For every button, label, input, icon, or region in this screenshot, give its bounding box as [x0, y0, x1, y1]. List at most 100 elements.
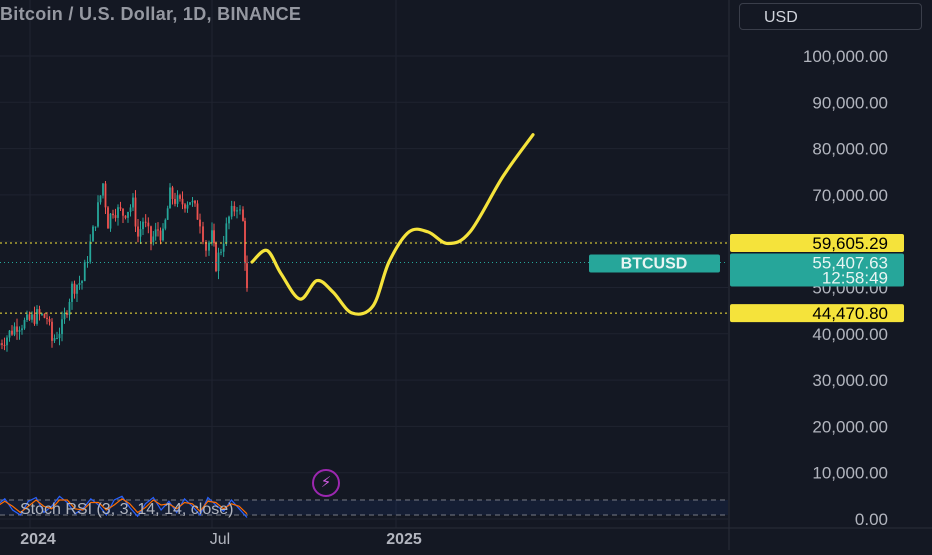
currency-selector[interactable]: USD: [739, 3, 922, 30]
candle-body: [187, 205, 189, 209]
candle-body: [117, 207, 119, 218]
candle-body: [14, 326, 16, 334]
candle-body: [233, 206, 235, 212]
candle-body: [192, 201, 194, 202]
candle-body: [220, 252, 222, 253]
candle-body: [135, 198, 137, 227]
candle-body: [110, 214, 112, 229]
candle-body: [97, 202, 99, 226]
candle-body: [225, 223, 227, 243]
candle-body: [137, 227, 139, 237]
candle-body: [95, 227, 97, 228]
level-badge-label: 44,470.80: [812, 304, 888, 323]
candle-body: [169, 187, 171, 208]
candles: [0, 181, 248, 352]
candle-body: [21, 328, 23, 330]
candle-body: [46, 318, 48, 319]
candle-body: [49, 319, 51, 322]
candle-body: [24, 320, 26, 328]
candle-body: [41, 314, 43, 315]
candle-body: [182, 199, 184, 205]
level-lines: [0, 243, 728, 313]
stoch-rsi-label[interactable]: Stoch RSI (3, 3, 14, 14, close): [20, 501, 233, 519]
candle-body: [59, 334, 61, 338]
candle-body: [236, 210, 238, 211]
candle-body: [1, 343, 3, 345]
lightning-bolt-icon[interactable]: ⚡: [312, 469, 340, 497]
symbol-tag-label: BTCUSD: [621, 255, 688, 272]
candle-body: [122, 209, 124, 216]
candle-body: [11, 331, 13, 335]
candle-body: [9, 331, 11, 338]
candle-body: [184, 204, 186, 208]
candle-body: [64, 313, 66, 319]
candle-body: [16, 326, 18, 331]
candle-body: [140, 229, 142, 236]
candle-body: [194, 201, 196, 204]
countdown-label: 12:58:49: [822, 268, 888, 287]
price-tick-label: 70,000.00: [812, 186, 888, 205]
candle-body: [177, 195, 179, 204]
candle-body: [112, 214, 114, 215]
time-axis[interactable]: 2024 Jul 2025: [20, 531, 422, 548]
candle-body: [31, 314, 33, 319]
candle-body: [157, 229, 159, 230]
candle-body: [44, 314, 46, 318]
price-tick-label: 80,000.00: [812, 140, 888, 159]
price-tick-label: 100,000.00: [803, 47, 888, 66]
time-tick-label: Jul: [210, 531, 230, 548]
candle-body: [92, 227, 94, 242]
price-tick-label: 20,000.00: [812, 417, 888, 436]
time-tick-label: 2025: [386, 531, 422, 548]
candle-body: [132, 198, 134, 208]
candle-body: [150, 226, 152, 242]
candle-body: [246, 263, 248, 288]
candle-body: [231, 206, 233, 217]
time-tick-label: 2024: [20, 531, 56, 548]
candle-body: [61, 319, 63, 334]
candle-body: [211, 230, 213, 242]
candle-body: [147, 223, 149, 227]
candle-body: [164, 220, 166, 229]
candle-body: [115, 215, 117, 218]
candle-body: [84, 262, 86, 281]
candle-body: [223, 244, 225, 252]
price-tick-label: 0.00: [855, 510, 888, 529]
candle-body: [244, 221, 246, 263]
candle-body: [107, 207, 109, 228]
candle-body: [74, 284, 76, 294]
candle-body: [142, 222, 144, 229]
candle-body: [208, 242, 210, 250]
level-badge-label: 59,605.29: [812, 234, 888, 253]
candle-body: [29, 314, 31, 319]
candle-body: [34, 314, 36, 323]
candle-body: [125, 216, 127, 218]
candle-body: [179, 195, 181, 199]
candle-body: [130, 207, 132, 212]
candle-body: [26, 314, 28, 320]
candle-body: [79, 283, 81, 285]
candle-body: [189, 202, 191, 204]
candle-body: [167, 208, 169, 219]
candle-body: [239, 209, 241, 210]
candle-body: [6, 338, 8, 346]
candle-body: [102, 184, 104, 196]
candle-body: [56, 338, 58, 339]
candle-body: [160, 231, 162, 241]
candle-body: [54, 338, 56, 341]
price-tick-label: 10,000.00: [812, 464, 888, 483]
candle-body: [127, 212, 129, 218]
candle-body: [120, 207, 122, 209]
candle-body: [105, 184, 107, 208]
price-tick-label: 30,000.00: [812, 371, 888, 390]
candle-body: [199, 220, 201, 227]
candle-body: [197, 203, 199, 219]
price-tick-label: 40,000.00: [812, 325, 888, 344]
candle-body: [100, 196, 102, 203]
candle-body: [155, 229, 157, 236]
candle-body: [89, 241, 91, 261]
candle-body: [202, 226, 204, 241]
candle-body: [242, 209, 244, 220]
